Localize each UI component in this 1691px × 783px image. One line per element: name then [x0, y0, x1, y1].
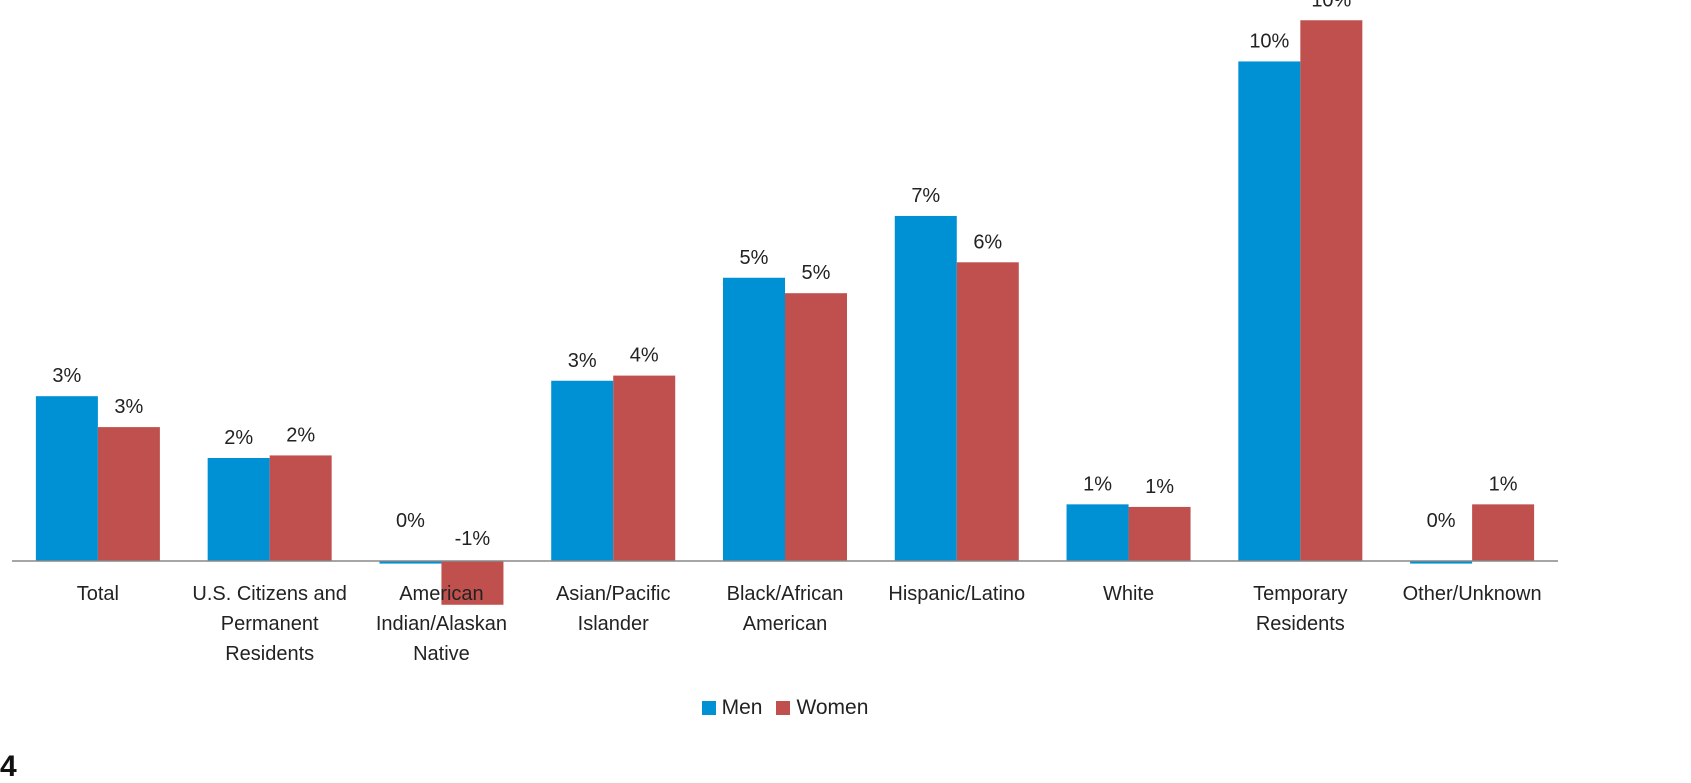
data-label-men-8: 0%	[1427, 510, 1456, 532]
legend-item-women: Women	[776, 696, 868, 720]
data-label-women-6: 1%	[1145, 476, 1174, 498]
data-label-women-5: 6%	[973, 231, 1002, 253]
data-label-men-0: 3%	[52, 365, 81, 387]
data-label-men-6: 1%	[1083, 473, 1112, 495]
bar-women-3	[613, 375, 676, 561]
bar-men-2	[379, 561, 442, 564]
legend-swatch-women	[776, 701, 791, 715]
bar-women-7	[1300, 20, 1363, 561]
data-label-men-3: 3%	[568, 350, 597, 372]
legend-swatch-men	[701, 701, 716, 715]
data-label-women-7: 10%	[1311, 0, 1351, 11]
bar-women-6	[1128, 506, 1191, 561]
category-label-4: Black/African American	[727, 583, 844, 635]
bar-men-4	[723, 277, 785, 561]
legend: Men Women	[0, 696, 1570, 720]
bar-women-1	[269, 455, 332, 561]
bar-women-5	[956, 262, 1019, 561]
data-label-men-4: 5%	[740, 247, 769, 269]
bar-men-6	[1066, 504, 1129, 561]
category-label-1: U.S. Citizens and Permanent Residents	[192, 583, 347, 665]
category-label-6: White	[1103, 583, 1154, 605]
bar-men-8	[1410, 561, 1473, 564]
legend-item-men: Men	[701, 696, 763, 720]
category-label-2: American Indian/Alaskan Native	[376, 583, 507, 665]
data-label-women-4: 5%	[802, 262, 831, 284]
data-label-men-5: 7%	[911, 185, 940, 207]
category-label-3: Asian/Pacific Islander	[556, 583, 671, 635]
data-label-women-3: 4%	[630, 345, 659, 367]
bar-women-2	[441, 561, 504, 605]
category-label-5: Hispanic/Latino	[888, 583, 1025, 605]
bar-women-8	[1472, 504, 1535, 561]
bar-women-0	[97, 427, 160, 561]
bar-chart: 3% 3% Total 2% 2% U.S. Citizens and Permanent R…	[12, 0, 1558, 665]
data-label-women-0: 3%	[114, 396, 143, 418]
bar-men-1	[207, 458, 270, 561]
data-label-men-1: 2%	[224, 427, 253, 449]
data-label-men-7: 10%	[1249, 30, 1289, 52]
data-label-women-8: 1%	[1489, 473, 1518, 495]
data-label-women-1: 2%	[286, 424, 315, 446]
bar-women-4	[785, 293, 847, 561]
bar-men-5	[894, 215, 957, 561]
page-number: 4	[0, 750, 17, 783]
bar-men-0	[35, 396, 98, 561]
category-label-8: Other/Unknown	[1403, 583, 1542, 605]
category-label-0: Total	[77, 583, 119, 605]
bar-men-3	[551, 380, 614, 561]
category-label-7: Temporary Residents	[1253, 583, 1347, 635]
data-label-men-2: 0%	[396, 510, 425, 532]
bar-men-7	[1238, 61, 1301, 561]
legend-label-women: Women	[796, 696, 869, 719]
data-label-women-2: -1%	[455, 528, 491, 550]
legend-label-men: Men	[721, 696, 763, 719]
